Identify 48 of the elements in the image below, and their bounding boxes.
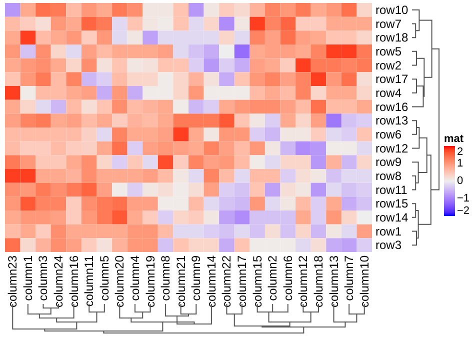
y-tick-label: row14 (376, 210, 409, 224)
y-tick-label: row9 (376, 155, 402, 170)
x-tick-label: column19 (143, 255, 158, 308)
color-bar-label: 1 (457, 158, 464, 170)
y-tick-label: row7 (376, 16, 402, 31)
x-tick-label: column2 (266, 255, 280, 301)
x-tick-label: column4 (128, 255, 142, 301)
x-tick-label: column9 (189, 255, 204, 301)
y-tick-label: row3 (376, 238, 402, 252)
y-tick-label: row5 (376, 44, 402, 58)
color-bar-label: 0 (457, 175, 464, 187)
x-tick-label: column10 (357, 255, 372, 308)
x-tick-label: column1 (20, 255, 35, 301)
color-bar-title: mat (444, 133, 464, 145)
y-tick-label: row6 (376, 127, 402, 142)
y-tick-label: row15 (376, 196, 409, 211)
x-tick-label: column20 (112, 255, 127, 308)
x-tick-label: column17 (235, 255, 250, 308)
x-tick-label: column8 (158, 255, 173, 301)
x-tick-label: column24 (52, 255, 66, 308)
x-tick-label: column22 (220, 255, 234, 308)
y-tick-label: row1 (376, 224, 402, 238)
y-tick-label: row18 (376, 30, 409, 45)
y-tick-label: row16 (376, 100, 409, 114)
x-tick-label: column13 (326, 255, 341, 308)
x-tick-label: column14 (204, 255, 218, 308)
y-tick-label: row10 (376, 2, 409, 17)
x-tick-label: column16 (66, 255, 81, 308)
x-tick-label: column3 (36, 255, 50, 301)
y-tick-label: row8 (376, 168, 402, 183)
y-tick-label: row12 (376, 141, 409, 156)
y-tick-label: row17 (376, 72, 409, 86)
x-tick-label: column18 (311, 255, 326, 308)
x-tick-label: column23 (6, 255, 20, 308)
x-tick-label: column12 (296, 255, 310, 308)
x-tick-label: column21 (174, 255, 188, 308)
y-tick-label: row13 (376, 114, 409, 128)
x-tick-label: column6 (280, 255, 295, 301)
y-tick-label: row4 (376, 86, 402, 100)
color-bar-label: −2 (457, 205, 470, 217)
x-tick-label: column11 (82, 255, 96, 307)
y-tick-label: row11 (376, 182, 408, 197)
x-tick-label: column5 (97, 255, 112, 301)
x-tick-label: column7 (342, 255, 356, 301)
y-tick-label: row2 (376, 58, 402, 72)
color-bar-label: 2 (457, 146, 464, 158)
x-tick-label: column15 (250, 255, 264, 308)
color-bar-label: −1 (457, 192, 470, 204)
